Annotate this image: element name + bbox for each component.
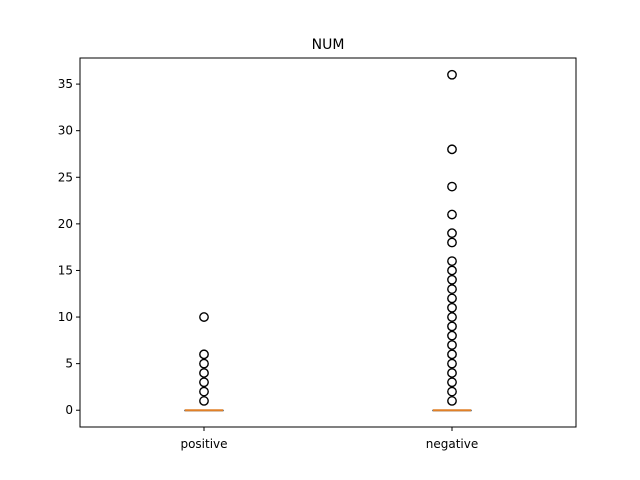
y-tick-label: 25 [58, 170, 73, 184]
y-tick-label: 10 [58, 310, 73, 324]
chart-title: NUM [312, 37, 345, 53]
outlier-point [447, 284, 457, 294]
outlier-point [447, 349, 457, 360]
outlier-point [447, 396, 457, 406]
x-tick-label: positive [180, 437, 227, 451]
outlier-point [447, 330, 457, 341]
outlier-point [447, 302, 457, 313]
y-tick-label: 30 [58, 124, 73, 138]
outlier-point [447, 228, 457, 239]
outlier-point [447, 321, 457, 332]
outlier-point [447, 237, 457, 248]
outlier-point [447, 181, 457, 192]
outlier-point [447, 293, 457, 304]
outlier-point [447, 209, 457, 220]
outlier-point [199, 368, 209, 378]
outlier-point [447, 69, 457, 80]
y-tick-label: 20 [58, 217, 73, 231]
x-tick-label: negative [426, 437, 478, 451]
outlier-point [447, 256, 457, 267]
outlier-point [447, 358, 457, 369]
outlier-point [199, 349, 209, 360]
plot-frame [79, 57, 577, 428]
outlier-point [447, 312, 457, 322]
outlier-point [447, 377, 457, 388]
y-tick-label: 35 [58, 77, 73, 91]
outlier-point [447, 386, 457, 397]
y-tick-label: 0 [65, 403, 73, 417]
outlier-point [199, 358, 209, 369]
outlier-point [447, 340, 457, 350]
y-tick-label: 5 [65, 357, 73, 371]
outlier-point [199, 312, 209, 322]
outlier-point [199, 396, 209, 406]
outlier-point [199, 386, 209, 397]
outlier-point [447, 265, 457, 276]
outlier-point [447, 274, 457, 285]
outlier-point [447, 144, 457, 155]
plot-area: 0 5 10 15 20 25 30 35 positive negative [58, 69, 478, 451]
outlier-point [447, 368, 457, 378]
outlier-point [199, 377, 209, 388]
y-tick-label: 15 [58, 263, 73, 277]
